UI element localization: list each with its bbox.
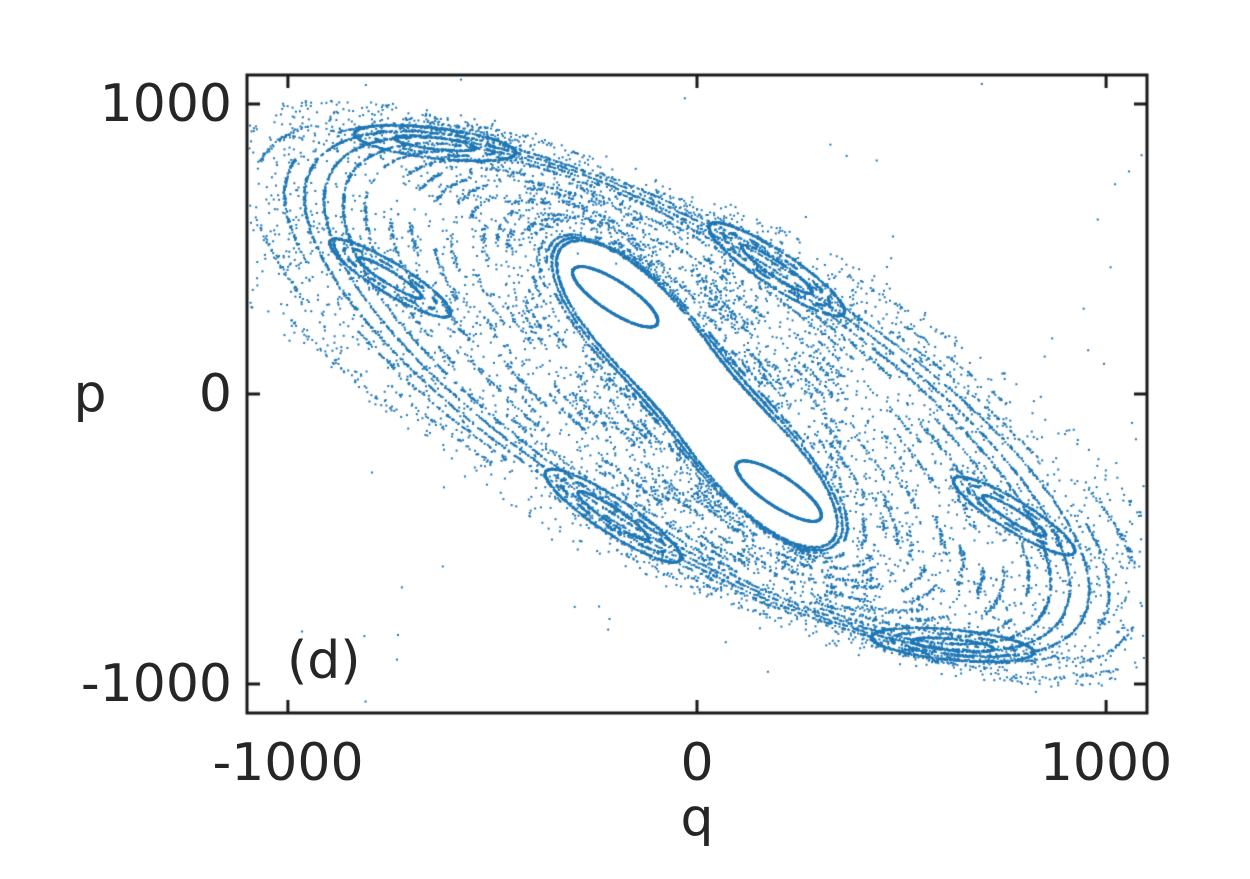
y-tick-label-0: 0 [198,364,232,424]
y-tick-label-neg1000: -1000 [80,654,232,714]
x-tick-label-neg1000: -1000 [212,733,364,793]
y-tick-label-1000: 1000 [99,74,232,134]
x-axis-label: q [680,788,714,848]
y-axis-label: p [73,364,107,424]
subplot-annotation: (d) [287,631,361,691]
x-tick-label-0: 0 [680,733,714,793]
x-tick-label-1000: 1000 [1039,733,1173,793]
